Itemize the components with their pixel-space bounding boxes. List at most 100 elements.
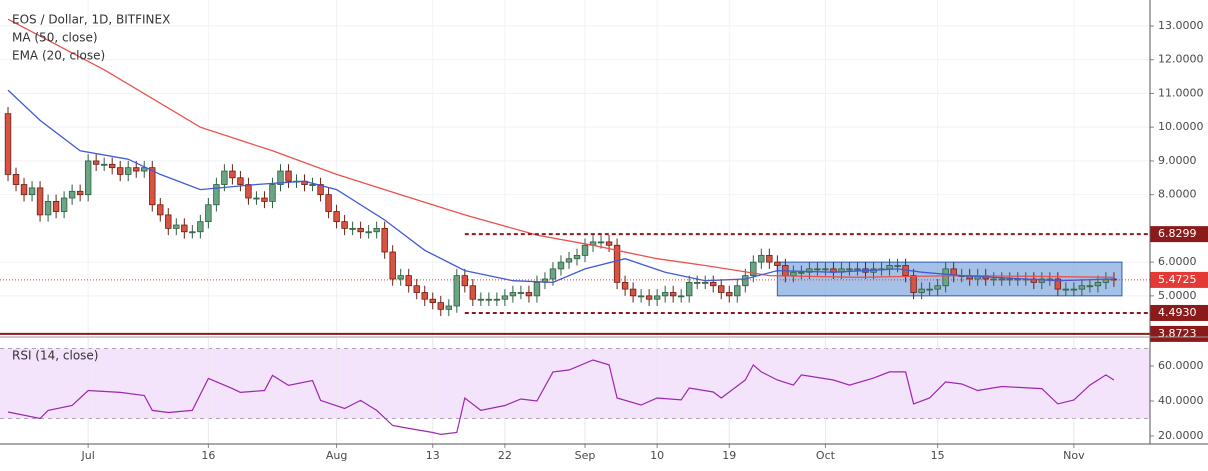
rsi-y-tick-label: 20.0000 [1158,429,1204,442]
rsi-line [7,359,1115,436]
candle-body [245,184,252,199]
candle-body [726,292,733,297]
legend-entry: EMA (20, close) [12,49,105,63]
candle-body [926,288,933,291]
rsi-band [0,348,1150,419]
candle-body [525,292,533,297]
candle-body [125,167,132,175]
candle-body [285,170,292,182]
candle-body [509,292,517,297]
price-level-tag [1150,271,1208,288]
candle-body [325,194,332,212]
candle-body [750,261,757,277]
candle-body [68,190,76,199]
y-tick-label: 9.0000 [1158,154,1197,167]
y-tick-label: 10.0000 [1158,120,1204,133]
x-tick-label: 15 [931,449,945,462]
rsi-y-tick-label: 60.0000 [1158,359,1204,372]
candle-body [92,160,100,165]
candle-body [357,227,364,233]
candle-body [189,231,196,234]
candle-body [517,292,525,294]
candle-body [413,285,420,293]
candle-body [389,251,396,280]
candle-body [597,241,605,244]
candle-body [485,298,493,301]
candle-body [269,184,276,202]
candle-body [798,271,805,274]
candle-body [710,281,717,287]
candle-body [52,200,60,212]
x-tick-label: 13 [426,449,440,462]
candle-body [205,204,212,223]
candle-body [694,281,701,284]
candle-body [758,254,765,263]
y-tick-label: 13.0000 [1158,19,1204,32]
candle-body [76,190,84,196]
candle-body [934,285,941,290]
candle-body [261,197,268,202]
candle-body [60,197,68,212]
candle-body [702,281,709,284]
candle-body [814,268,821,271]
candle-body [4,113,12,175]
candle-body [213,184,220,206]
candle-body [373,227,380,233]
candle-body [421,292,428,300]
range-box [776,261,1123,297]
x-tick-label: Aug [326,449,347,462]
candle-body [1078,285,1086,290]
candle-body [653,295,661,300]
y-tick-label: 12.0000 [1158,53,1204,66]
price-level-tag [1150,304,1208,321]
candle-body [333,211,340,223]
x-tick-label: Oct [816,449,836,462]
chart-title: EOS / Dollar, 1D, BITFINEX [12,13,170,27]
candle-body [766,254,773,263]
x-tick-label: Jul [81,449,95,462]
candle-body [734,285,741,297]
candle-body [44,200,52,216]
y-tick-label: 11.0000 [1158,86,1204,99]
candle-body [453,275,460,307]
candle-body [461,275,469,287]
candle-body [365,231,372,234]
candle-body [685,281,693,297]
y-tick-label: 8.0000 [1158,188,1197,201]
candle-body [181,224,188,233]
rsi-y-tick-label: 40.0000 [1158,394,1204,407]
candle-body [477,298,485,301]
candle-body [341,221,348,229]
price-level-tag [1150,325,1208,342]
candle-body [1094,281,1102,287]
price-level-tag [1150,226,1208,243]
candle-body [173,224,180,229]
candle-body [742,275,749,287]
candle-body [133,167,140,172]
candle-body [493,298,501,301]
candle-body [1086,285,1094,288]
candle-body [349,227,356,230]
candle-body [141,167,148,172]
candle-body [36,187,44,216]
candle-body [621,281,629,290]
candle-body [221,170,228,185]
candle-body [84,160,92,196]
candle-body [661,292,669,297]
candle-body [806,268,813,273]
legend-entry: MA (50, close) [12,31,98,45]
candle-body [629,288,637,297]
x-tick-label: Sep [575,449,596,462]
candle-body [149,167,156,206]
candle-body [501,295,509,300]
candle-body [573,254,581,260]
candle-body [718,285,725,293]
candle-body [533,281,541,297]
candle-body [100,163,108,166]
candle-body [1006,278,1013,281]
candle-body [605,241,613,246]
candle-body [28,187,36,196]
candle-body [237,177,244,185]
candle-body [886,265,893,270]
